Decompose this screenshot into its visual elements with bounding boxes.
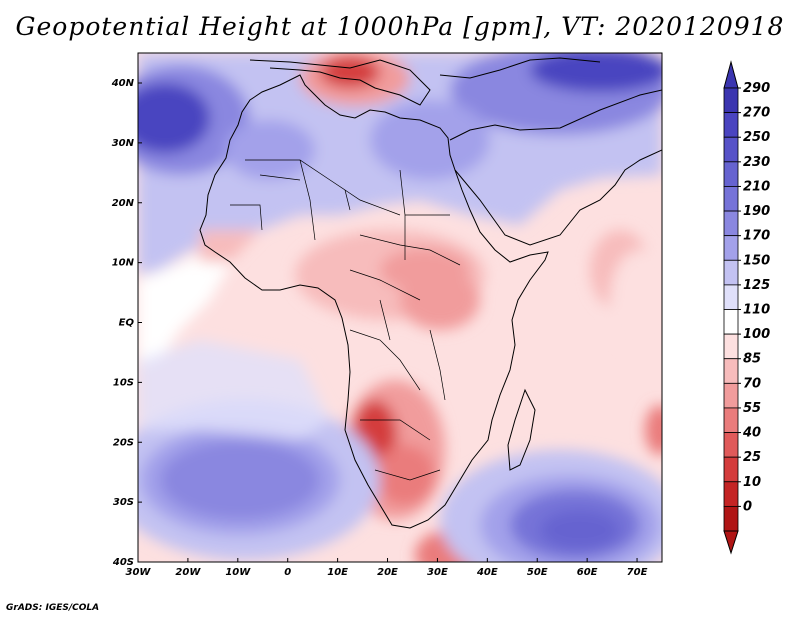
lon-tick-label: 30E [427,567,448,578]
colorbar-swatch [723,186,739,212]
triangle-down-icon [723,530,739,555]
lon-tick-label: 10E [327,567,348,578]
colorbar-level-label: 290 [743,81,770,96]
longitude-axis: 30W 20W 10W 0 10E 20E 30E 40E 50E 60E 70E [126,558,648,578]
colorbar-swatch [723,382,739,409]
colorbar-swatch [723,407,739,433]
lat-tick-label: 30N [112,138,135,149]
lon-tick-label: 20E [377,567,398,578]
colorbar-swatch [723,136,739,163]
colorbar-swatch [723,284,739,310]
lon-tick-label: 10W [225,567,251,578]
colorbar: 2902702502302101901701501251101008570554… [723,60,770,555]
madagascar-coastline [507,388,536,471]
colorbar-level-label: 230 [743,155,770,170]
lon-tick-label: 0 [284,567,291,578]
colorbar-level-label: 25 [743,450,761,465]
colorbar-swatch [723,309,739,335]
africa-coastline [199,74,549,529]
footer-credit: GrADS: IGES/COLA [6,603,100,613]
colorbar-swatch [723,432,739,458]
triangle-up-icon [723,60,739,89]
colorbar-level-label: 210 [743,179,770,194]
lon-tick-label: 30W [126,567,152,578]
colorbar-level-label: 110 [743,303,770,318]
lat-tick-label: 30S [113,497,134,508]
colorbar-swatch [723,456,739,483]
coastlines [199,57,662,529]
colorbar-swatch [723,358,739,384]
lat-tick-label: 20N [112,198,135,209]
colorbar-level-label: 170 [743,229,770,244]
colorbar-level-label: 125 [743,278,770,293]
colorbar-swatch [723,235,739,261]
country-borders [230,159,461,481]
colorbar-level-label: 85 [743,352,761,367]
colorbar-level-label: 10 [743,475,761,490]
colorbar-level-label: 0 [743,499,752,514]
colorbar-level-label: 150 [743,253,770,268]
plot-title: Geopotential Height at 1000hPa [gpm], VT… [15,12,785,41]
lon-tick-label: 60E [577,567,598,578]
colorbar-level-label: 190 [743,204,770,219]
middle-east-coastline [449,89,662,141]
colorbar-level-label: 250 [743,130,770,145]
colorbar-swatch [723,481,739,507]
lat-tick-label: 40S [112,557,134,568]
map-panel [138,53,662,562]
arabia-coastline [454,149,662,246]
lat-tick-label: 40N [111,78,135,89]
lon-tick-label: 50E [527,567,548,578]
colorbar-swatch [723,505,739,532]
lat-tick-label: 20S [113,437,134,448]
black-sea-coastline [439,57,601,79]
latitude-axis: 40N 30N 20N 10N EQ 10S 20S 30S 40S [111,78,142,568]
colorbar-swatch [723,87,739,114]
colorbar-swatch [723,210,739,237]
colorbar-level-label: 100 [743,327,770,342]
lon-tick-label: 70E [627,567,648,578]
europe-coastline [249,59,431,106]
colorbar-swatch [723,259,739,286]
colorbar-level-label: 70 [743,376,761,391]
colorbar-level-label: 40 [742,426,761,441]
lat-tick-label: 10N [112,258,135,269]
lat-tick-label: EQ [119,318,135,329]
colorbar-level-label: 270 [743,106,770,121]
colorbar-level-label: 55 [743,401,761,416]
colorbar-swatch [723,112,739,138]
lon-tick-label: 20W [175,567,201,578]
field-shading [138,53,662,562]
lat-tick-label: 10S [113,377,134,388]
colorbar-swatch [723,161,739,187]
colorbar-swatch [723,333,739,360]
plot-frame [137,52,663,563]
lon-tick-label: 40E [476,567,498,578]
